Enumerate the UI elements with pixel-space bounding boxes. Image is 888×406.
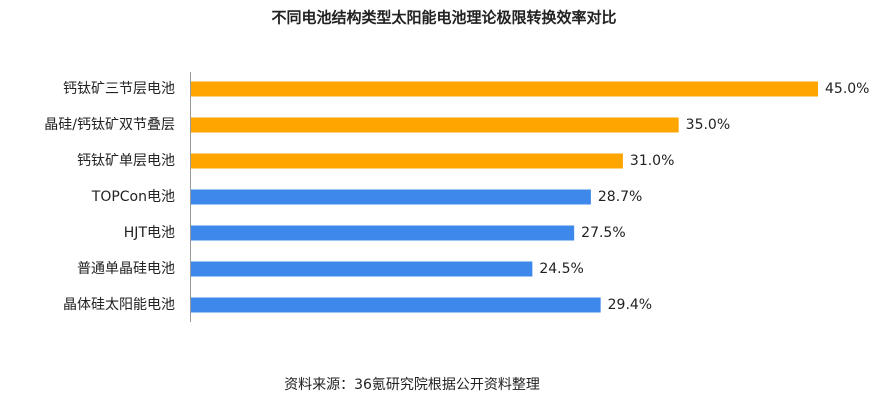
- y-tick-label: TOPCon电池: [91, 189, 175, 205]
- y-tick-label: 晶硅/钙钛矿双节叠层: [44, 117, 175, 133]
- data-label: 24.5%: [539, 261, 583, 277]
- source-note: 资料来源：36氪研究院根据公开资料整理: [284, 377, 540, 393]
- chart-title: 不同电池结构类型太阳能电池理论极限转换效率对比: [271, 9, 616, 27]
- bar: [191, 81, 818, 97]
- y-tick-label: 晶体硅太阳能电池: [63, 297, 175, 313]
- bar: [191, 297, 601, 313]
- y-tick-label: 钙钛矿单层电池: [77, 153, 175, 169]
- bar: [191, 225, 575, 241]
- data-label: 45.0%: [825, 81, 869, 97]
- data-label: 29.4%: [608, 297, 652, 313]
- data-label: 31.0%: [630, 153, 674, 169]
- bar: [191, 261, 533, 277]
- bar: [191, 153, 623, 169]
- data-label: 35.0%: [686, 117, 730, 133]
- data-label: 27.5%: [581, 225, 625, 241]
- y-tick-label: 钙钛矿三节层电池: [63, 81, 175, 97]
- bar: [191, 189, 591, 205]
- y-tick-label: HJT电池: [124, 225, 175, 241]
- bar: [191, 117, 679, 133]
- y-tick-label: 普通单晶硅电池: [77, 261, 175, 277]
- data-label: 28.7%: [598, 189, 642, 205]
